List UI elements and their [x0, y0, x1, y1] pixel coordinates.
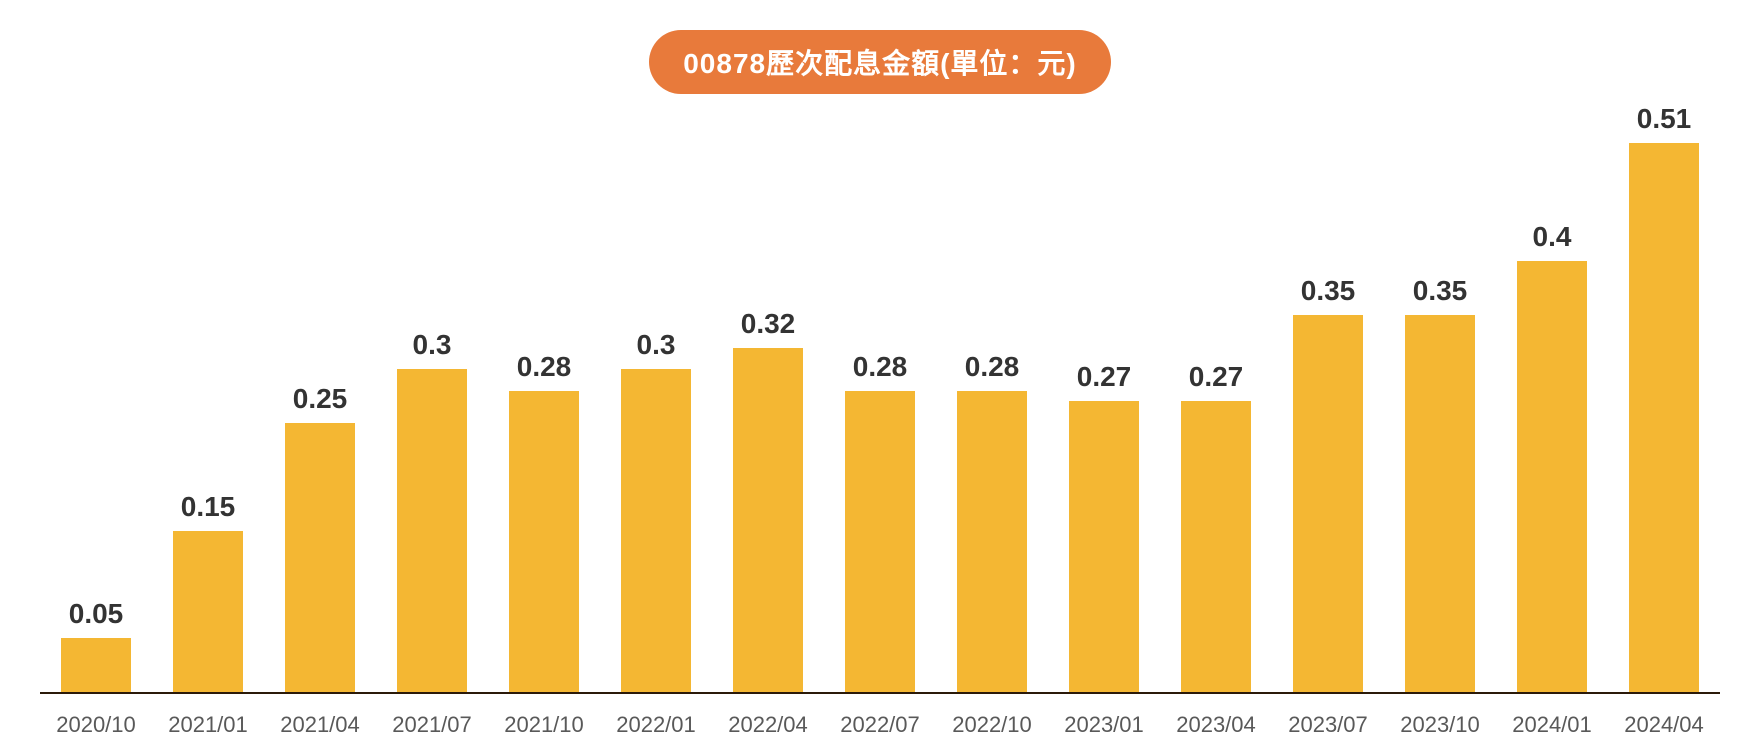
- x-tick-label: 2022/07: [824, 712, 936, 738]
- bar-slot: 0.15: [152, 100, 264, 692]
- bar: [957, 391, 1026, 692]
- x-tick-label: 2024/04: [1608, 712, 1720, 738]
- bar-slot: 0.28: [936, 100, 1048, 692]
- bar: [173, 531, 242, 692]
- bar-slot: 0.35: [1272, 100, 1384, 692]
- x-tick-label: 2023/01: [1048, 712, 1160, 738]
- bar: [1069, 401, 1138, 692]
- x-axis: 2020/102021/012021/042021/072021/102022/…: [40, 712, 1720, 738]
- bar: [1517, 261, 1586, 692]
- bar-value-label: 0.25: [293, 383, 348, 415]
- bar-value-label: 0.28: [965, 351, 1020, 383]
- bar-value-label: 0.27: [1189, 361, 1244, 393]
- x-tick-label: 2021/04: [264, 712, 376, 738]
- x-tick-label: 2023/10: [1384, 712, 1496, 738]
- bar-value-label: 0.35: [1413, 275, 1468, 307]
- bar-slot: 0.51: [1608, 100, 1720, 692]
- bar: [733, 348, 802, 692]
- bar-value-label: 0.15: [181, 491, 236, 523]
- bar: [285, 423, 354, 692]
- x-tick-label: 2021/07: [376, 712, 488, 738]
- bar-value-label: 0.28: [517, 351, 572, 383]
- bar-value-label: 0.27: [1077, 361, 1132, 393]
- bar-slot: 0.28: [824, 100, 936, 692]
- bar-slot: 0.05: [40, 100, 152, 692]
- bar: [845, 391, 914, 692]
- bar-slot: 0.3: [600, 100, 712, 692]
- bar: [509, 391, 578, 692]
- bar-slot: 0.28: [488, 100, 600, 692]
- bar-value-label: 0.28: [853, 351, 908, 383]
- chart-title: 00878歷次配息金額(單位：元): [649, 30, 1111, 94]
- bar-slot: 0.25: [264, 100, 376, 692]
- bar: [621, 369, 690, 692]
- x-tick-label: 2021/10: [488, 712, 600, 738]
- bar-slot: 0.35: [1384, 100, 1496, 692]
- bar-value-label: 0.4: [1533, 221, 1572, 253]
- x-tick-label: 2023/07: [1272, 712, 1384, 738]
- bar-value-label: 0.32: [741, 308, 796, 340]
- x-tick-label: 2022/04: [712, 712, 824, 738]
- bar-slot: 0.3: [376, 100, 488, 692]
- dividend-bar-chart: 00878歷次配息金額(單位：元) 0.05 0.15 0.25 0.3 0.28 0.3…: [0, 0, 1760, 754]
- x-tick-label: 2021/01: [152, 712, 264, 738]
- x-tick-label: 2023/04: [1160, 712, 1272, 738]
- bar: [1629, 143, 1698, 692]
- bar: [1405, 315, 1474, 692]
- bar: [1181, 401, 1250, 692]
- x-tick-label: 2022/10: [936, 712, 1048, 738]
- bar-value-label: 0.51: [1637, 103, 1692, 135]
- bar-slot: 0.27: [1160, 100, 1272, 692]
- bar-value-label: 0.3: [637, 329, 676, 361]
- x-tick-label: 2022/01: [600, 712, 712, 738]
- plot-area: 0.05 0.15 0.25 0.3 0.28 0.3 0.32 0.28 0.28 0.27 0.…: [40, 100, 1720, 694]
- bars-group: 0.05 0.15 0.25 0.3 0.28 0.3 0.32 0.28 0.28 0.27 0.…: [40, 100, 1720, 692]
- bar-slot: 0.27: [1048, 100, 1160, 692]
- x-tick-label: 2020/10: [40, 712, 152, 738]
- bar: [61, 638, 130, 692]
- bar-slot: 0.4: [1496, 100, 1608, 692]
- bar: [397, 369, 466, 692]
- bar-value-label: 0.3: [413, 329, 452, 361]
- bar: [1293, 315, 1362, 692]
- bar-value-label: 0.35: [1301, 275, 1356, 307]
- x-tick-label: 2024/01: [1496, 712, 1608, 738]
- bar-value-label: 0.05: [69, 598, 124, 630]
- bar-slot: 0.32: [712, 100, 824, 692]
